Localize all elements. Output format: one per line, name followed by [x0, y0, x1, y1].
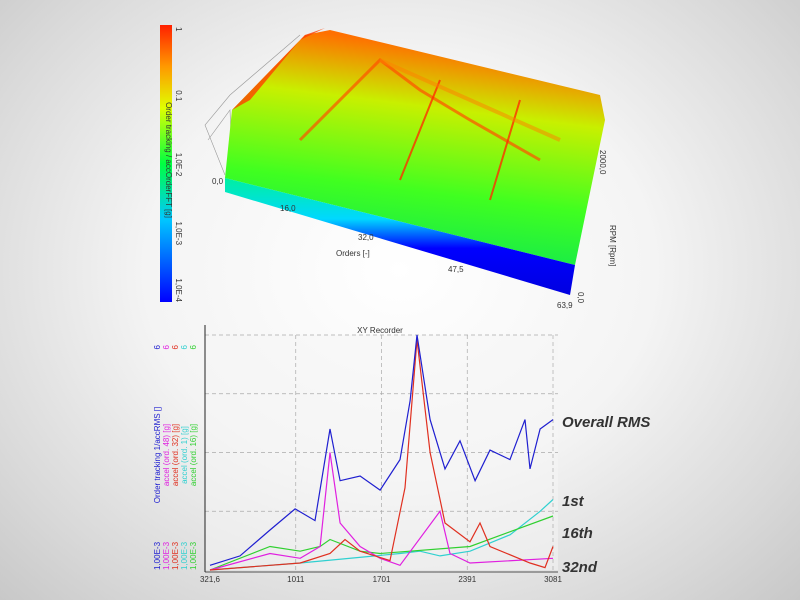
- y-axis-label: accel (ord. 16) [g]: [189, 424, 198, 486]
- x-tick: 63,9: [557, 301, 573, 310]
- x-tick-label: 1701: [373, 575, 391, 584]
- x-tick: 16,0: [280, 204, 296, 213]
- x-tick-label: 3081: [544, 575, 562, 584]
- x-tick-label: 1011: [287, 575, 305, 584]
- y-axis-label: accel (ord. 32) [g]: [171, 424, 180, 486]
- annotation-overall-rms: Overall RMS: [562, 414, 650, 431]
- colorbar-tick: 1,0E-2: [174, 153, 183, 177]
- x-tick-label: 2391: [458, 575, 476, 584]
- colorbar-tick: 1,0E-3: [174, 221, 183, 245]
- y-axis-label: Order tracking 1/accRMS []: [153, 407, 162, 503]
- colorbar: [160, 25, 172, 302]
- y-tick: 2000,0: [598, 150, 607, 175]
- series-line-48th: [209, 452, 554, 571]
- y-max-label: 6: [162, 344, 171, 349]
- y-max-label: 6: [171, 344, 180, 349]
- y-min-label: 1,00E-3: [171, 541, 180, 570]
- annotation-1st: 1st: [562, 493, 585, 510]
- series-line-16th: [209, 515, 554, 571]
- colorbar-tick: 1,0E-4: [174, 278, 183, 302]
- y-max-label: 6: [180, 344, 189, 349]
- y-max-label: 6: [153, 344, 162, 349]
- series-line-1st: [209, 499, 554, 571]
- annotation-32nd: 32nd: [562, 559, 598, 576]
- xy-recorder: XY Recorder 321,6 1011 1701 2391 3081 Order …: [153, 325, 650, 584]
- y-axis-label: RPM [Rpm]: [608, 225, 617, 266]
- y-min-label: 1,00E-3: [180, 541, 189, 570]
- x-axis-label: Orders [-]: [336, 249, 370, 258]
- y-max-label: 6: [189, 344, 198, 349]
- colorbar-tick: 1: [174, 27, 183, 32]
- chart-title: XY Recorder: [357, 326, 403, 335]
- x-tick-label: 321,6: [200, 575, 221, 584]
- x-tick: 0,0: [212, 177, 224, 186]
- y-min-label: 1,00E-3: [189, 541, 198, 570]
- y-tick: 0,0: [576, 292, 585, 304]
- annotation-16th: 16th: [562, 525, 593, 542]
- surface-3d: 0,0 16,0 32,0 47,5 63,9 Orders [-] 0,0 2…: [204, 28, 617, 310]
- y-axis-label: accel (ord. 48) [g]: [162, 424, 171, 486]
- colorbar-label: Order tracking / accOrderFFT [g]: [164, 102, 173, 218]
- x-tick: 32,0: [358, 233, 374, 242]
- surface-front: [225, 178, 575, 295]
- series-line-32nd: [209, 339, 554, 571]
- colorbar-tick: 0.1: [174, 90, 183, 102]
- x-tick: 47,5: [448, 265, 464, 274]
- y-axis-label: accel (ord. 1) [g]: [180, 426, 189, 484]
- surface-top: [225, 30, 605, 265]
- y-min-label: 1,00E-3: [162, 541, 171, 570]
- y-min-label: 1,00E-3: [153, 541, 162, 570]
- series-line-overall-rms: [209, 334, 554, 566]
